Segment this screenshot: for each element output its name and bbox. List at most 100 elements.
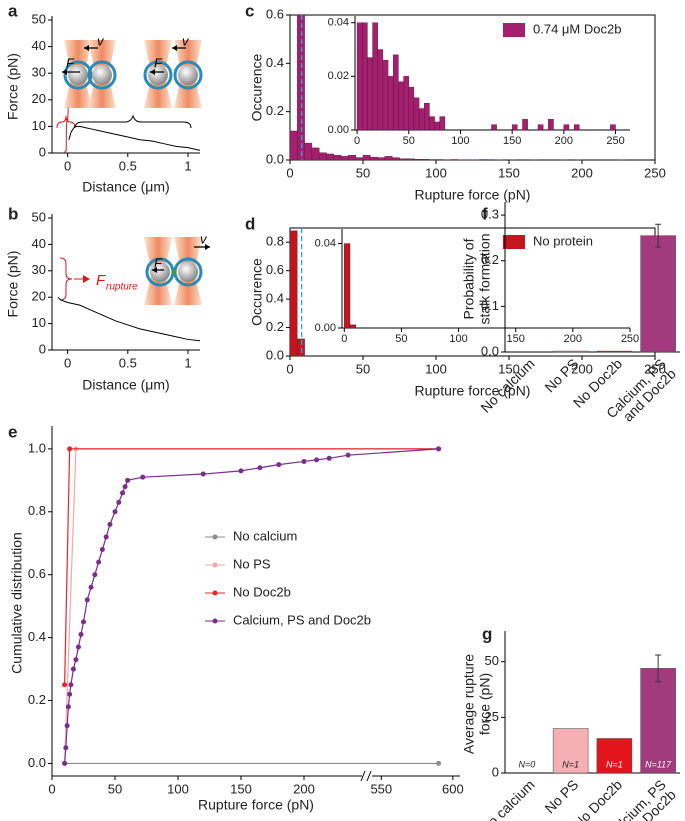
y-tick-label: 50	[485, 653, 499, 668]
x-tick-label: 50	[356, 361, 370, 376]
data-point	[122, 484, 128, 490]
x-tick-label: 250	[644, 361, 666, 376]
histogram-bar	[377, 49, 384, 131]
data-point	[301, 458, 307, 464]
x-axis-label: Rupture force (pN)	[415, 383, 531, 399]
x-tick-label: 150	[230, 781, 252, 796]
trap-schematic	[59, 237, 210, 305]
x-tick-label: 200	[293, 781, 315, 796]
histogram-bar	[319, 152, 327, 161]
data-point	[125, 477, 131, 483]
x-tick-label: 200	[571, 165, 593, 180]
y-axis-label: Probability of	[461, 238, 477, 319]
histogram-bar	[387, 76, 394, 131]
data-point	[67, 446, 73, 452]
data-point	[62, 682, 68, 688]
y-tick-label: 1.0	[28, 440, 46, 455]
y-tick-label: 20	[32, 289, 46, 304]
x-tick-label: 0.5	[119, 158, 137, 173]
annotation: F	[154, 255, 163, 270]
histogram-bar	[362, 22, 368, 131]
data-point	[62, 760, 68, 766]
data-point	[345, 452, 351, 458]
annotation: F	[96, 272, 106, 289]
x-tick-label: 0.5	[119, 355, 137, 370]
x-tick-label: 0	[354, 135, 360, 147]
n-label: N=1	[606, 759, 623, 769]
x-tick-label: 150	[507, 333, 525, 345]
x-tick-label: 50	[403, 135, 415, 147]
data-point	[64, 723, 70, 729]
x-axis-label: Rupture force (pN)	[415, 187, 531, 203]
y-axis-label: stalk formation	[477, 233, 493, 324]
x-tick-label: 200	[564, 333, 582, 345]
histogram-bar	[522, 119, 528, 131]
y-axis-label: Cumulative distribution	[9, 532, 25, 674]
data-point	[96, 559, 102, 565]
data-point	[112, 509, 118, 515]
y-tick-label: 0.04	[328, 17, 349, 29]
y-tick-label: 0.4	[266, 55, 284, 70]
x-tick-label: No PS	[541, 776, 581, 816]
axis-break	[360, 770, 366, 782]
histogram-bar	[548, 119, 554, 131]
data-point	[63, 745, 69, 751]
y-tick-label: 0.0	[266, 151, 284, 166]
histogram-bar	[573, 124, 580, 131]
histogram-bar	[355, 157, 364, 161]
y-tick-label: 50	[32, 209, 46, 224]
histogram-bar	[326, 153, 335, 161]
histogram-bar	[297, 338, 305, 357]
data-point	[92, 572, 98, 578]
histogram-bar	[362, 154, 371, 161]
y-tick-label: 20	[32, 91, 46, 106]
bar	[596, 350, 633, 353]
x-axis-label: Distance (μm)	[82, 179, 169, 195]
histogram-bar	[610, 124, 616, 131]
y-tick-label: 0.6	[266, 262, 284, 277]
histogram-bar	[340, 156, 349, 161]
y-tick-label: 10	[32, 118, 46, 133]
y-tick-label: 40	[32, 38, 46, 53]
histogram-bar	[297, 14, 305, 161]
histogram-bar	[403, 76, 409, 131]
legend-swatch	[503, 235, 525, 249]
y-tick-label: 0.2	[481, 252, 499, 267]
legend-label: No calcium	[233, 528, 297, 543]
data-point	[238, 468, 244, 474]
y-axis-label: Occurence	[249, 53, 265, 121]
bar	[552, 728, 589, 774]
histogram-bar	[349, 324, 356, 329]
n-label: N=117	[645, 759, 672, 769]
histogram-bar	[393, 54, 399, 131]
data-point	[81, 619, 86, 625]
y-axis-label: force (pN)	[477, 673, 493, 735]
data-point	[116, 499, 122, 505]
y-tick-label: 0.4	[266, 291, 284, 306]
y-tick-label: 0.8	[266, 234, 284, 249]
histogram-bar	[289, 230, 298, 357]
y-tick-label: 0.2	[28, 692, 46, 707]
histogram-bar	[382, 60, 389, 131]
y-tick-label: 0.4	[28, 629, 46, 644]
histogram-bar	[377, 157, 386, 161]
x-tick-label: 0	[341, 333, 347, 345]
y-tick-label: 0.1	[481, 298, 499, 313]
annotation: F	[154, 55, 163, 70]
y-tick-label: 10	[32, 315, 46, 330]
axis-break	[366, 770, 372, 782]
x-axis-label: Rupture force (pN)	[198, 797, 314, 813]
data-point	[120, 490, 126, 496]
panel-label: e	[8, 422, 17, 441]
histogram-bar	[392, 157, 400, 161]
x-axis-label: Distance (μm)	[82, 377, 169, 393]
histogram-bar	[439, 116, 446, 131]
y-tick-label: 50	[32, 11, 46, 26]
histogram-bar	[384, 156, 393, 161]
y-tick-label: 0.0	[266, 347, 284, 362]
histogram-bar	[537, 124, 544, 131]
x-tick-label: 100	[451, 135, 469, 147]
histogram-bar	[408, 86, 415, 131]
histogram-bar	[333, 154, 342, 161]
histogram-bar	[491, 124, 497, 131]
